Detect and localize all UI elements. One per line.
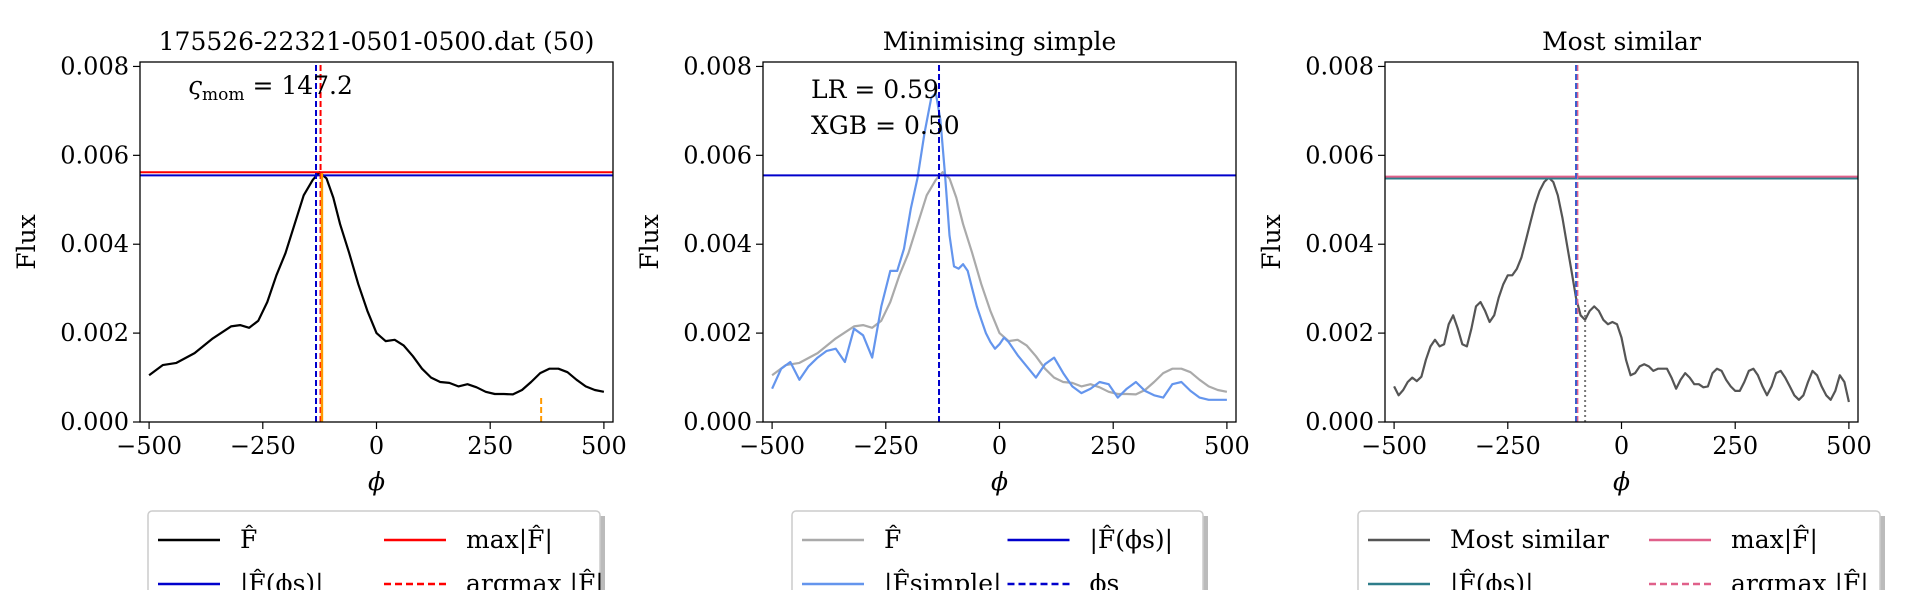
x-axis-label: ϕ xyxy=(991,467,1008,496)
x-tick-label: 250 xyxy=(467,432,513,460)
legend-label: ϕs xyxy=(1090,569,1120,590)
series-most-similar xyxy=(1393,176,1850,403)
x-tick-label: 250 xyxy=(1090,432,1136,460)
x-tick-label: −250 xyxy=(853,432,919,460)
y-axis-label: Flux xyxy=(635,214,664,270)
series--f-simple- xyxy=(771,91,1227,401)
y-tick-label: 0.000 xyxy=(683,408,752,436)
y-axis-label: Flux xyxy=(12,214,41,270)
y-tick-label: 0.006 xyxy=(1305,141,1374,169)
x-axis-label: ϕ xyxy=(1613,467,1630,496)
plot-area xyxy=(140,62,613,422)
y-tick-label: 0.002 xyxy=(60,319,129,347)
legend-label: Most similar xyxy=(1450,525,1609,554)
plot-area xyxy=(1385,62,1858,422)
y-tick-label: 0.008 xyxy=(1305,52,1374,80)
y-tick-label: 0.008 xyxy=(60,52,129,80)
x-tick-label: −250 xyxy=(1475,432,1541,460)
y-tick-label: 0.002 xyxy=(1305,319,1374,347)
legend-label: |F̂simple| xyxy=(884,569,1002,590)
chart-panel-2: −500 −250 0 250 500 0.000 0.002 0.004 0.006 0.008… xyxy=(635,27,1250,590)
chart-title: Minimising simple xyxy=(883,27,1117,56)
x-tick-label: 500 xyxy=(1204,432,1250,460)
x-tick-label: −500 xyxy=(116,432,182,460)
y-tick-label: 0.000 xyxy=(1305,408,1374,436)
legend-label: F̂ xyxy=(884,525,901,554)
chart-panel-3: −500 −250 0 250 500 0.000 0.002 0.004 0.006 0.008… xyxy=(1257,27,1885,590)
legend-label: |F̂(ϕs)| xyxy=(1450,569,1534,590)
axes-frame xyxy=(139,61,614,423)
legend-label: |F̂(ϕs)| xyxy=(240,569,324,590)
legend-label: max|F̂| xyxy=(466,525,553,555)
x-tick-label: 500 xyxy=(1826,432,1872,460)
y-tick-label: 0.008 xyxy=(683,52,752,80)
axes-frame xyxy=(1384,61,1859,423)
y-tick-label: 0.006 xyxy=(683,141,752,169)
annotation-smom: ςmom = 147.2 xyxy=(188,71,353,105)
annotation-1: XGB = 0.50 xyxy=(811,111,960,140)
chart-panel-1: −500 −250 0 250 500 0.000 0.002 0.004 0.006 0.008… xyxy=(12,27,627,590)
y-tick-label: 0.004 xyxy=(60,230,129,258)
chart-title: 175526-22321-0501-0500.dat (50) xyxy=(159,27,595,56)
legend: F̂ max|F̂| |F̂(ϕs)| argmax |F̂| xyxy=(147,510,605,590)
x-tick-label: 0 xyxy=(992,432,1007,460)
x-tick-label: 0 xyxy=(1614,432,1629,460)
legend-box xyxy=(147,510,601,590)
x-tick-label: −250 xyxy=(230,432,296,460)
x-axis-label: ϕ xyxy=(368,467,385,496)
legend-label: F̂ xyxy=(240,525,257,554)
series-f- xyxy=(148,171,605,396)
legend-box xyxy=(791,510,1204,590)
plot-area xyxy=(763,62,1236,422)
x-tick-label: 500 xyxy=(581,432,627,460)
legend-label: max|F̂| xyxy=(1731,525,1818,555)
x-tick-label: −500 xyxy=(739,432,805,460)
x-tick-label: 250 xyxy=(1712,432,1758,460)
x-tick-label: 0 xyxy=(369,432,384,460)
legend: F̂ |F̂(ϕs)| |F̂simple| ϕs xyxy=(791,510,1208,590)
series-f- xyxy=(771,171,1228,396)
y-axis-label: Flux xyxy=(1257,214,1286,270)
legend: Most similar max|F̂| |F̂(ϕs)| argmax |F̂| xyxy=(1357,510,1885,590)
y-tick-label: 0.004 xyxy=(1305,230,1374,258)
chart-title: Most similar xyxy=(1542,27,1701,56)
x-tick-label: −500 xyxy=(1361,432,1427,460)
y-tick-label: 0.004 xyxy=(683,230,752,258)
legend-label: |F̂(ϕs)| xyxy=(1090,525,1174,555)
legend-label: argmax |F̂| xyxy=(466,569,604,590)
legend-label: argmax |F̂| xyxy=(1731,569,1869,590)
legend-box xyxy=(1357,510,1881,590)
y-tick-label: 0.000 xyxy=(60,408,129,436)
y-tick-label: 0.002 xyxy=(683,319,752,347)
y-tick-label: 0.006 xyxy=(60,141,129,169)
annotation-0: LR = 0.59 xyxy=(811,75,939,104)
